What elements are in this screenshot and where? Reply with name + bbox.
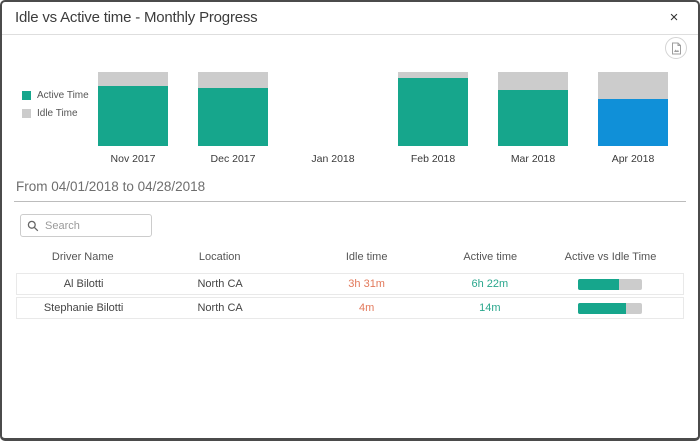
drivers-table: Driver Name Location Idle time Active ti… <box>16 247 684 319</box>
chart-column-nov-2017 <box>83 72 183 146</box>
column-header-idle-time: Idle time <box>345 251 388 263</box>
progress-fill <box>577 278 619 290</box>
active-vs-idle-progress-bar <box>577 302 642 314</box>
legend-label: Active Time <box>37 90 89 101</box>
column-header-active-vs-idle: Active vs Idle Time <box>564 251 657 263</box>
idle-bar-segment[interactable] <box>198 72 268 89</box>
table-header-row: Driver Name Location Idle time Active ti… <box>16 247 684 273</box>
x-axis-label: Jan 2018 <box>311 153 355 165</box>
idle-bar-segment[interactable] <box>98 72 168 87</box>
x-axis-label: Feb 2018 <box>410 153 456 165</box>
location-cell: North CA <box>197 278 243 290</box>
idle-time-cell: 4m <box>358 302 375 314</box>
x-axis-label: Dec 2017 <box>210 153 256 165</box>
column-header-driver-name: Driver Name <box>51 251 114 263</box>
idle-bar-segment[interactable] <box>398 72 468 78</box>
active-bar-segment[interactable] <box>398 77 468 146</box>
legend-label: Idle Time <box>37 108 78 119</box>
idle-bar-segment[interactable] <box>498 72 568 90</box>
chart-plot-area: Nov 2017 Dec 2017 Jan 2018 Feb 2018 Mar … <box>83 72 683 165</box>
chart-column-mar-2018 <box>483 72 583 146</box>
idle-bar-segment[interactable] <box>598 72 668 99</box>
close-icon[interactable]: × <box>663 7 685 29</box>
active-bar-segment[interactable] <box>198 88 268 146</box>
active-time-cell: 6h 22m <box>471 278 509 290</box>
active-bar-segment[interactable] <box>498 89 568 146</box>
driver-name-cell: Stephanie Bilotti <box>43 302 124 314</box>
chart-bars <box>83 72 683 146</box>
legend-item-idle-time[interactable]: Idle Time <box>22 108 89 119</box>
search-input[interactable] <box>45 219 145 232</box>
chart-column-dec-2017 <box>183 72 283 146</box>
active-time-swatch <box>22 91 31 100</box>
chart-column-feb-2018 <box>383 72 483 146</box>
active-time-cell: 14m <box>479 302 501 314</box>
date-range-divider: From 04/01/2018 to 04/28/2018 <box>14 169 686 202</box>
export-document-icon <box>670 42 682 55</box>
driver-name-cell: Al Bilotti <box>63 278 104 290</box>
idle-time-swatch <box>22 109 31 118</box>
active-vs-idle-cell <box>536 278 683 290</box>
x-axis-label: Mar 2018 <box>510 153 556 165</box>
idle-time-cell: 3h 31m <box>348 278 385 290</box>
monthly-progress-chart: Active Time Idle Time <box>2 35 698 169</box>
search-box <box>20 214 152 237</box>
active-vs-idle-cell <box>536 302 683 314</box>
dialog-title: Idle vs Active time - Monthly Progress <box>15 9 258 26</box>
active-vs-idle-progress-bar <box>577 278 642 290</box>
export-image-button[interactable] <box>665 37 687 59</box>
table-row[interactable]: Stephanie Bilotti North CA 4m 14m <box>16 297 684 319</box>
x-axis-label: Apr 2018 <box>611 153 655 165</box>
active-bar-segment[interactable] <box>98 86 168 146</box>
column-header-active-time: Active time <box>463 251 518 263</box>
column-header-location: Location <box>198 251 241 263</box>
chart-column-jan-2018 <box>283 72 383 146</box>
active-bar-segment-highlighted[interactable] <box>598 98 668 146</box>
dialog-header: Idle vs Active time - Monthly Progress × <box>2 2 698 35</box>
progress-fill <box>577 302 627 314</box>
location-cell: North CA <box>197 302 243 314</box>
search-icon <box>27 220 39 231</box>
chart-column-apr-2018-selected <box>583 72 683 146</box>
table-row[interactable]: Al Bilotti North CA 3h 31m 6h 22m <box>16 273 684 295</box>
x-axis-label: Nov 2017 <box>110 153 156 165</box>
legend-item-active-time[interactable]: Active Time <box>22 90 89 101</box>
x-axis-labels: Nov 2017 Dec 2017 Jan 2018 Feb 2018 Mar … <box>83 153 683 165</box>
date-range-text: From 04/01/2018 to 04/28/2018 <box>16 179 206 194</box>
chart-legend: Active Time Idle Time <box>22 90 89 126</box>
